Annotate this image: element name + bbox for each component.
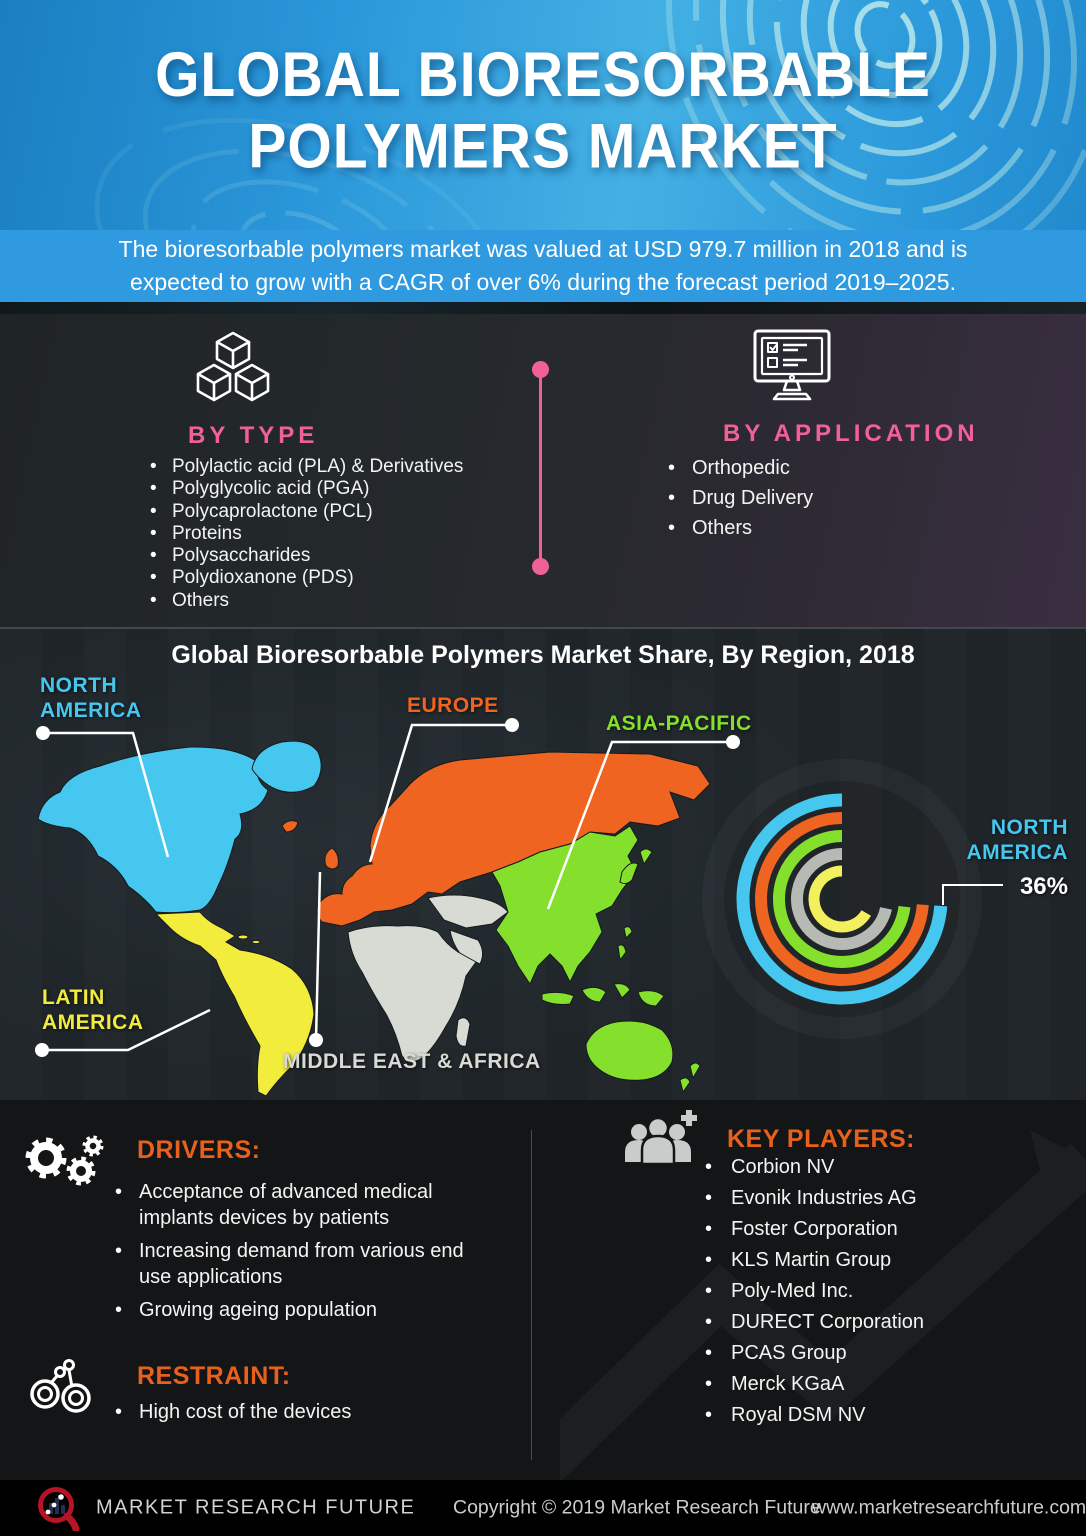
drivers-restraint-players-section: DRIVERS: Acceptance of advanced medical … (0, 1100, 1086, 1480)
key-players-heading: KEY PLAYERS: (727, 1125, 916, 1153)
list-item: Poly-Med Inc. (705, 1276, 1045, 1307)
list-item: KLS Martin Group (705, 1245, 1045, 1276)
north-america-share-callout: NORTH AMERICA 36% (898, 815, 1069, 901)
map-region-latin-america (154, 911, 315, 1097)
drivers-list: Acceptance of advanced medical implants … (115, 1180, 493, 1332)
restraint-heading: RESTRAINT: (137, 1362, 291, 1390)
list-item: Drug Delivery (668, 488, 968, 510)
by-application-list: Orthopedic Drug Delivery Others (668, 458, 968, 548)
map-leader-lines (35, 718, 1003, 1057)
by-type-list: Polylactic acid (PLA) & DerivativesPolyg… (150, 456, 510, 612)
ring-middle-east-africa (791, 848, 892, 950)
list-item: Growing ageing population (115, 1298, 493, 1324)
label-north-america: NORTH AMERICA (40, 674, 142, 722)
list-item: DURECT Corporation (705, 1307, 1045, 1338)
footer: MARKET RESEARCH FUTURE Copyright © 2019 … (0, 1480, 1086, 1536)
restraint-list: High cost of the devices (115, 1400, 495, 1424)
list-item: Others (150, 590, 510, 613)
list-item: Increasing demand from various end use a… (115, 1239, 493, 1290)
list-item: Polydioxanone (PDS) (150, 567, 510, 590)
cubes-icon (196, 331, 270, 402)
page-title-line1: GLOBAL BIORESORBABLE (155, 40, 931, 111)
monitor-checklist-icon (753, 329, 831, 401)
section-divider (532, 361, 549, 575)
by-application-heading: BY APPLICATION (723, 420, 979, 447)
map-title: Global Bioresorbable Polymers Market Sha… (171, 641, 915, 669)
column-divider (531, 1130, 532, 1460)
by-type-heading: BY TYPE (188, 422, 319, 449)
list-item: Proteins (150, 523, 510, 546)
footer-copyright: Copyright © 2019 Market Research Future (453, 1496, 821, 1519)
page-title-line2: POLYMERS MARKET (248, 111, 838, 182)
label-europe: EUROPE (407, 694, 499, 717)
list-item: Royal DSM NV (705, 1400, 1045, 1431)
subtitle-line2: expected to grow with a CAGR of over 6% … (130, 269, 956, 295)
list-item: High cost of the devices (115, 1400, 495, 1424)
list-item: Polycaprolactone (PCL) (150, 501, 510, 524)
drivers-heading: DRIVERS: (137, 1136, 261, 1164)
label-latin-america: LATIN AMERICA (42, 986, 144, 1034)
map-region-middle-east-africa (347, 894, 509, 1062)
gears-icon (25, 1135, 104, 1186)
label-middle-east-africa: MIDDLE EAST & AFRICA (283, 1050, 541, 1073)
footer-website-link[interactable]: www.marketresearchfuture.com (812, 1496, 1086, 1519)
ring-europe (755, 812, 929, 986)
list-item: Foster Corporation (705, 1214, 1045, 1245)
list-item: Polylactic acid (PLA) & Derivatives (150, 456, 510, 479)
people-group-icon (625, 1110, 697, 1166)
list-item: Acceptance of advanced medical implants … (115, 1180, 493, 1231)
map-region-europe (281, 751, 711, 927)
market-share-map-section: Global Bioresorbable Polymers Market Sha… (0, 627, 1086, 1103)
ring-latin-america (808, 865, 872, 933)
list-item: Orthopedic (668, 458, 968, 480)
list-item: Corbion NV (705, 1152, 1045, 1183)
list-item: Merck KGaA (705, 1369, 1045, 1400)
list-item: Evonik Industries AG (705, 1183, 1045, 1214)
list-item: Polysaccharides (150, 545, 510, 568)
key-players-list: Corbion NVEvonik Industries AGFoster Cor… (705, 1152, 1045, 1431)
list-item: Polyglycolic acid (PGA) (150, 478, 510, 501)
mrf-logo (38, 1487, 80, 1531)
header: GLOBAL BIORESORBABLE POLYMERS MARKET The… (0, 0, 1086, 302)
list-item: Others (668, 518, 968, 540)
segmentation-section: BY TYPE Polylactic acid (PLA) & Derivati… (0, 302, 1086, 627)
ring-north-america (736, 793, 948, 1005)
ring-asia-pacific (773, 830, 911, 968)
map-region-asia-pacific (491, 825, 701, 1094)
map-region-north-america (37, 740, 322, 914)
subtitle-line1: The bioresorbable polymers market was va… (118, 236, 968, 262)
world-map (37, 740, 711, 1097)
subtitle-band: The bioresorbable polymers market was va… (0, 230, 1086, 302)
share-value: 36% (1019, 873, 1068, 900)
list-item: PCAS Group (705, 1338, 1045, 1369)
radial-ring-chart (724, 781, 960, 1017)
label-asia-pacific: ASIA-PACIFIC (606, 712, 752, 735)
footer-brand: MARKET RESEARCH FUTURE (96, 1496, 416, 1519)
handcuffs-icon (30, 1359, 91, 1413)
page-title: GLOBAL BIORESORBABLE POLYMERS MARKET (0, 40, 1086, 183)
